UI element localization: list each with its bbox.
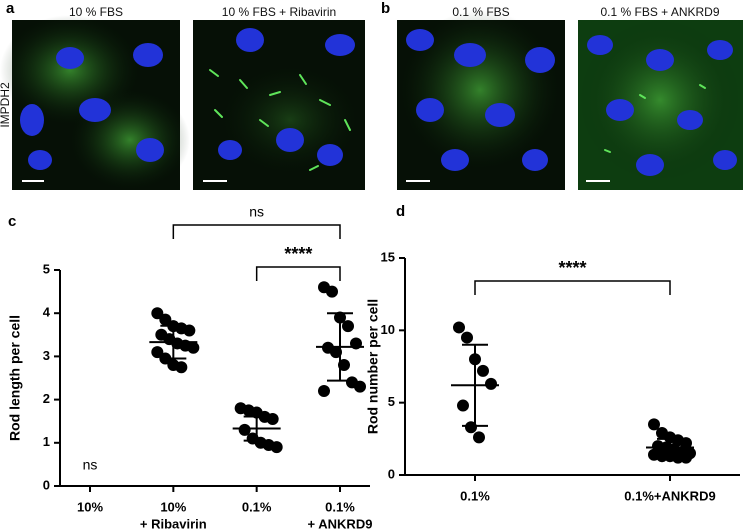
data-point — [187, 341, 200, 354]
y-tick-label: 10 — [381, 322, 395, 337]
data-point — [342, 320, 354, 333]
image-caption: 0.1 % FBS + ANKRD9 — [600, 5, 719, 19]
micrograph — [0, 15, 190, 190]
data-point — [175, 361, 188, 374]
data-point — [266, 413, 279, 426]
data-point — [151, 307, 164, 320]
data-point — [680, 451, 692, 464]
x-tick-label: 0.1%+ANKRD9 — [624, 488, 715, 503]
y-tick-label: 1 — [43, 434, 50, 449]
panel-label: b — [381, 0, 390, 17]
image-caption: 10 % FBS + Ribavirin — [222, 5, 336, 19]
panel-label: d — [396, 203, 405, 220]
data-point — [354, 380, 366, 393]
data-point — [238, 423, 251, 436]
x-tick-label: + Ribavirin — [140, 516, 207, 530]
y-tick-label: 5 — [43, 261, 50, 276]
x-tick-label: 0.1% — [460, 488, 490, 503]
y-axis-label: Rod number per cell — [365, 299, 381, 434]
data-point — [648, 418, 660, 431]
data-point — [183, 324, 196, 337]
x-tick-label: 0.1% — [325, 499, 355, 514]
significance-bracket — [474, 280, 671, 295]
significance-label: ns — [83, 457, 98, 473]
x-tick-label: + ANKRD9 — [308, 516, 373, 530]
x-tick-label: 10% — [160, 499, 186, 514]
data-point — [159, 313, 172, 326]
image-caption: 10 % FBS — [69, 5, 123, 19]
data-point — [326, 285, 338, 298]
micrograph — [578, 20, 743, 190]
y-tick-label: 0 — [388, 466, 395, 481]
data-point — [270, 441, 283, 454]
significance-bracket — [255, 266, 341, 281]
data-point — [477, 364, 489, 377]
y-tick-label: 3 — [43, 348, 50, 363]
significance-bracket — [172, 224, 341, 239]
data-point — [457, 399, 469, 412]
data-point — [473, 431, 485, 444]
y-tick-label: 0 — [43, 477, 50, 492]
y-tick-label: 15 — [381, 249, 395, 264]
significance-label: **** — [558, 258, 586, 278]
y-axis-label: Rod length per cell — [7, 315, 23, 441]
y-tick-label: 2 — [43, 391, 50, 406]
data-point — [151, 346, 164, 359]
panel-label: a — [6, 0, 15, 17]
micrograph — [193, 20, 365, 190]
y-tick-label: 5 — [388, 394, 395, 409]
panel-label: c — [8, 213, 16, 230]
significance-label: **** — [284, 244, 312, 264]
data-point — [485, 377, 497, 390]
significance-label: ns — [249, 204, 264, 220]
data-point — [318, 384, 330, 397]
y-tick-label: 4 — [43, 305, 51, 320]
x-tick-label: 0.1% — [242, 499, 272, 514]
x-tick-label: 10% — [77, 499, 103, 514]
micrograph — [397, 10, 565, 190]
data-point — [461, 331, 473, 344]
data-point — [453, 321, 465, 334]
